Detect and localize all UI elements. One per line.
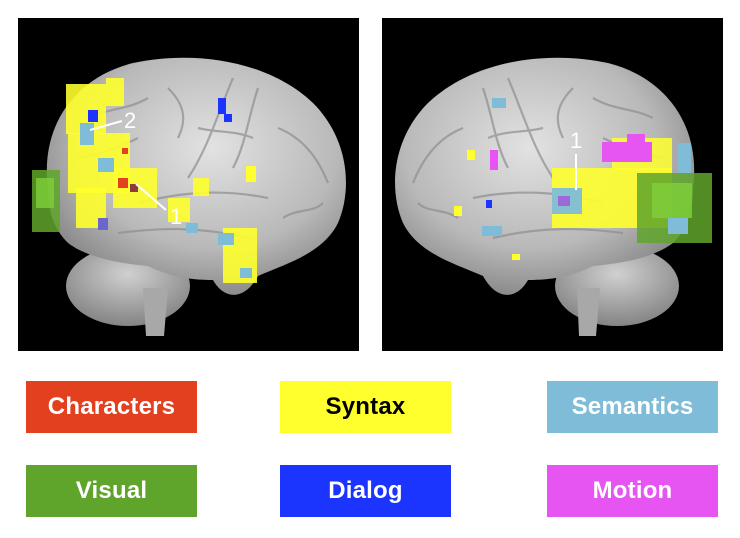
label-1-left: 1 (170, 204, 182, 229)
legend-visual: Visual (26, 465, 197, 517)
legend-label-semantics: Semantics (571, 393, 694, 420)
pointer-line-1 (135, 183, 167, 211)
legend-label-dialog: Dialog (328, 477, 403, 504)
legend-label-characters: Characters (47, 393, 176, 420)
pointer-line-2 (89, 120, 123, 131)
right-hemisphere-image: 1 (382, 18, 723, 351)
legend-characters: Characters (26, 381, 197, 433)
cerebrum (395, 57, 695, 295)
cerebrum (46, 57, 346, 295)
label-1-right: 1 (570, 128, 582, 153)
label-2: 2 (124, 108, 136, 133)
legend-label-syntax: Syntax (325, 393, 406, 420)
activation-map-left (32, 78, 257, 283)
right-brain-svg: 1 (395, 57, 712, 336)
brainstem (577, 288, 600, 336)
activation-map-right (454, 98, 712, 260)
legend-dialog: Dialog (280, 465, 451, 517)
legend-label-motion: Motion (592, 477, 673, 504)
legend-syntax: Syntax (280, 381, 451, 433)
brainstem (143, 288, 168, 336)
legend-label-visual: Visual (75, 477, 148, 504)
legend-semantics: Semantics (547, 381, 718, 433)
legend-motion: Motion (547, 465, 718, 517)
left-hemisphere-image: 2 1 (18, 18, 359, 351)
left-brain-svg: 2 1 (32, 57, 346, 336)
